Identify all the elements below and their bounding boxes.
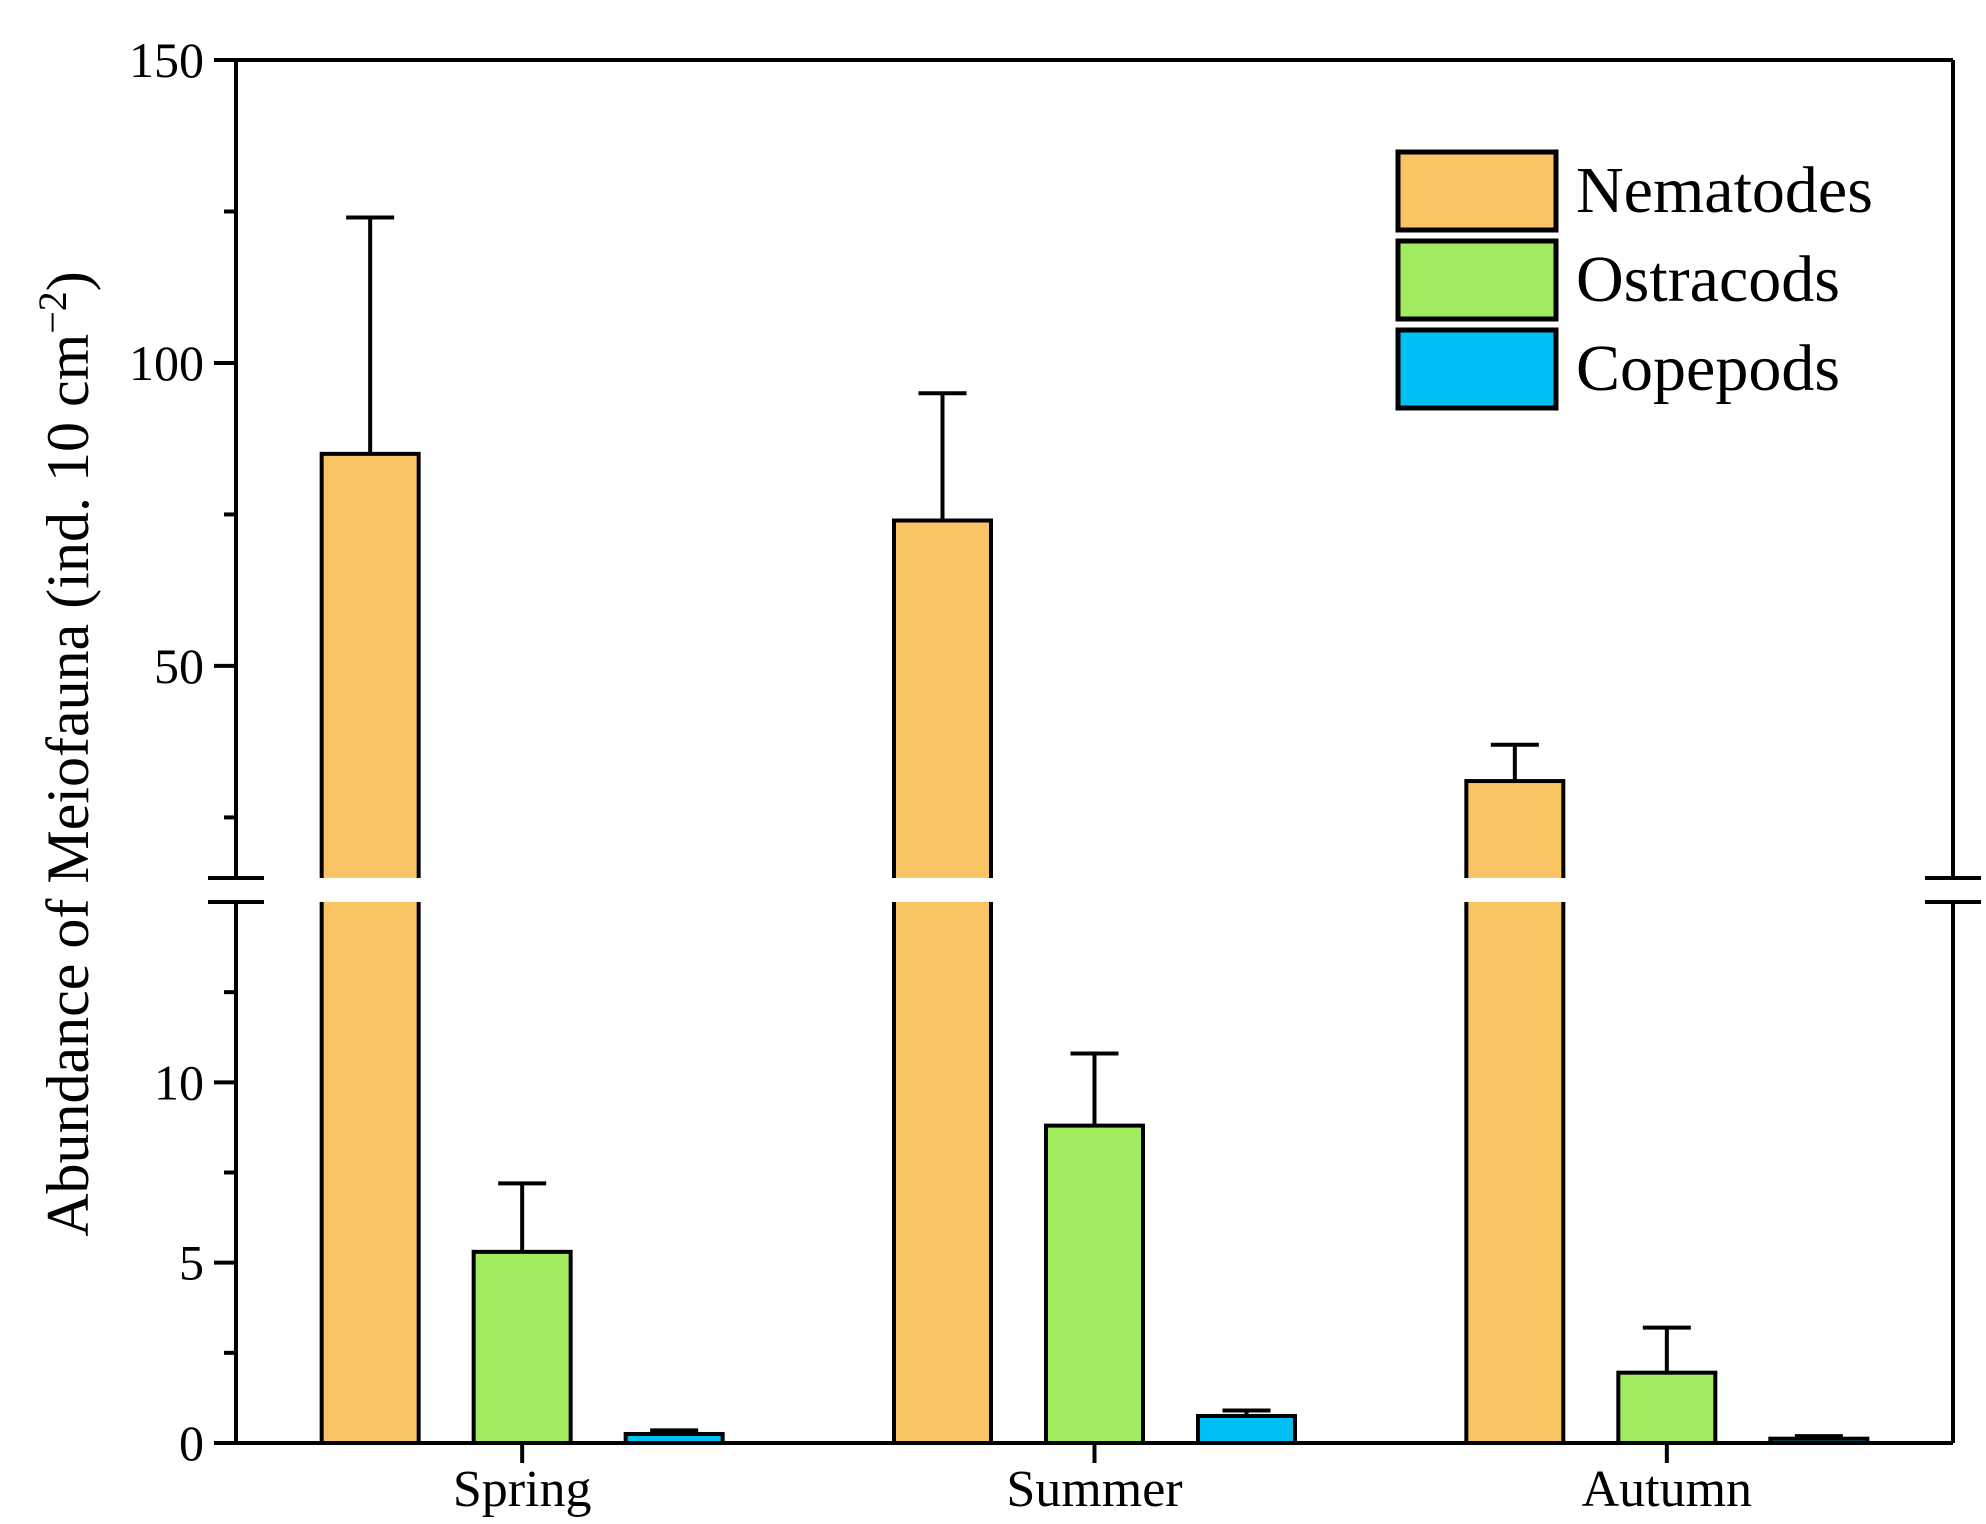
y-tick-label-0: 0 (179, 1415, 204, 1471)
bar-nematodes-summer (892, 518, 993, 1445)
x-tick-label-autumn: Autumn (1582, 1461, 1752, 1518)
y-tick-label-50: 50 (154, 638, 204, 694)
axis-break-gap (0, 878, 1986, 902)
y-tick-label-150: 150 (129, 32, 204, 88)
legend-label-copepods: Copepods (1576, 332, 1840, 405)
y-axis-title-superscript: −2 (30, 291, 75, 334)
y-tick-label-5: 5 (179, 1235, 204, 1291)
x-tick-label-summer: Summer (1006, 1461, 1182, 1518)
bar-ostracods-spring (471, 1249, 573, 1446)
y-axis-title-close: ) (35, 271, 101, 291)
legend-swatch-copepods (1395, 327, 1559, 411)
y-tick-label-100: 100 (129, 335, 204, 391)
x-tick-label-spring: Spring (453, 1461, 592, 1518)
y-axis-title-main: Abundance of Meiofauna (ind. 10 cm (35, 334, 101, 1237)
legend-swatch-ostracods (1395, 238, 1559, 322)
bar-ostracods-autumn (1616, 1370, 1718, 1446)
legend-label-nematodes: Nematodes (1576, 154, 1873, 227)
y-tick-label-10: 10 (154, 1054, 204, 1110)
legend-label-ostracods: Ostracods (1576, 243, 1840, 316)
legend: Nematodes Ostracods Copepods (1395, 149, 1873, 411)
axis-break-layer (0, 876, 1986, 904)
bar-ostracods-summer (1044, 1123, 1145, 1445)
y-axis-title: Abundance of Meiofauna (ind. 10 cm−2) (30, 271, 102, 1237)
axes-layer: Spring Summer Autumn 0 5 10 50 100 150 (129, 32, 1955, 1518)
bar-copepods-summer (1196, 1413, 1297, 1445)
bar-nematodes-spring (319, 451, 421, 1445)
bars-layer (319, 215, 1870, 1446)
legend-swatch-nematodes (1395, 149, 1559, 233)
